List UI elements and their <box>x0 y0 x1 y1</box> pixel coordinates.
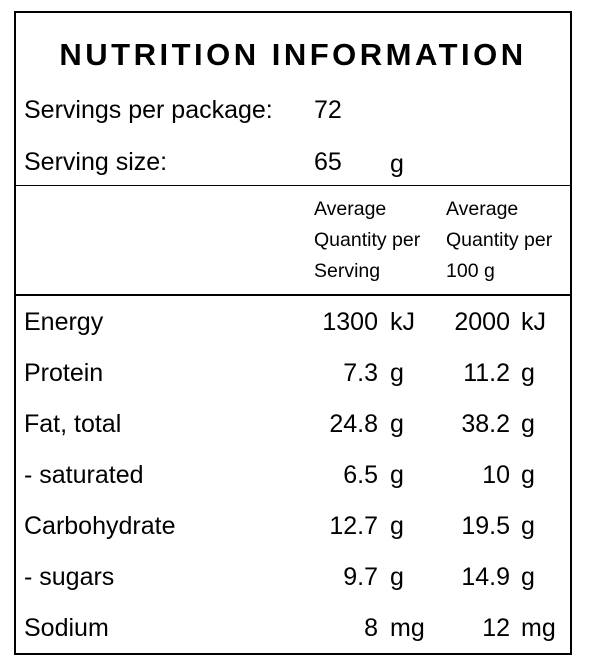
per-serving-value: 24.8 <box>329 410 378 438</box>
per-100g-value: 2000 <box>454 308 510 336</box>
nutrient-row: Carbohydrate 12.7 g 19.5 g <box>16 511 570 562</box>
per-serving-unit: kJ <box>390 308 415 336</box>
header-per-100g-line: Average <box>446 198 519 220</box>
per-serving-value: 8 <box>364 614 378 642</box>
per-serving-unit: g <box>390 410 404 438</box>
per-100g-value: 38.2 <box>461 410 510 438</box>
nutrient-name: Carbohydrate <box>24 512 176 540</box>
nutrition-panel: NUTRITION INFORMATION Servings per packa… <box>14 11 572 655</box>
per-100g-value: 11.2 <box>463 359 510 387</box>
servings-value: 72 <box>314 96 342 124</box>
per-serving-value: 1300 <box>322 308 378 336</box>
per-100g-unit: mg <box>521 614 556 642</box>
servings-label: Servings per package: <box>24 96 273 124</box>
per-serving-unit: g <box>390 563 404 591</box>
per-100g-unit: g <box>521 512 535 540</box>
per-100g-value: 10 <box>482 461 510 489</box>
nutrient-name: Sodium <box>24 614 109 642</box>
per-serving-unit: g <box>390 512 404 540</box>
divider <box>16 185 570 186</box>
nutrient-row: Sodium 8 mg 12 mg <box>16 613 570 664</box>
per-100g-unit: g <box>521 410 535 438</box>
nutrient-name: Fat, total <box>24 410 122 438</box>
header-per-serving: Average Quantity per Serving <box>314 194 420 287</box>
per-serving-value: 7.3 <box>343 359 378 387</box>
divider-thick <box>16 294 570 296</box>
header-per-100g-line: Quantity per <box>446 229 553 251</box>
nutrient-row: Protein 7.3 g 11.2 g <box>16 358 570 409</box>
nutrient-row: Fat, total 24.8 g 38.2 g <box>16 409 570 460</box>
header-per-serving-line: Average <box>314 198 387 220</box>
nutrient-name: Energy <box>24 308 104 336</box>
header-per-serving-line: Quantity per <box>314 229 421 251</box>
nutrient-name: - saturated <box>24 461 144 489</box>
nutrient-name: Protein <box>24 359 104 387</box>
header-per-100g: Average Quantity per 100 g <box>446 194 552 287</box>
per-serving-value: 12.7 <box>329 512 378 540</box>
nutrient-name: - sugars <box>24 563 115 591</box>
nutrient-row: - saturated 6.5 g 10 g <box>16 460 570 511</box>
per-100g-value: 12 <box>482 614 510 642</box>
per-100g-unit: g <box>521 563 535 591</box>
per-100g-value: 19.5 <box>461 512 510 540</box>
per-serving-value: 6.5 <box>343 461 378 489</box>
per-100g-unit: g <box>521 461 535 489</box>
per-serving-unit: mg <box>390 614 425 642</box>
per-serving-unit: g <box>390 359 404 387</box>
header-per-serving-line: Serving <box>314 260 381 282</box>
serving-size-value: 65 <box>314 148 342 176</box>
header-per-100g-line: 100 g <box>446 260 495 282</box>
per-serving-value: 9.7 <box>343 563 378 591</box>
per-100g-value: 14.9 <box>461 563 510 591</box>
nutrient-row: Energy 1300 kJ 2000 kJ <box>16 307 570 358</box>
per-serving-unit: g <box>390 461 404 489</box>
panel-title: NUTRITION INFORMATION <box>59 37 527 72</box>
serving-size-label: Serving size: <box>24 148 168 176</box>
serving-size-unit: g <box>390 150 404 178</box>
per-100g-unit: kJ <box>521 308 546 336</box>
per-100g-unit: g <box>521 359 535 387</box>
nutrient-row: - sugars 9.7 g 14.9 g <box>16 562 570 613</box>
